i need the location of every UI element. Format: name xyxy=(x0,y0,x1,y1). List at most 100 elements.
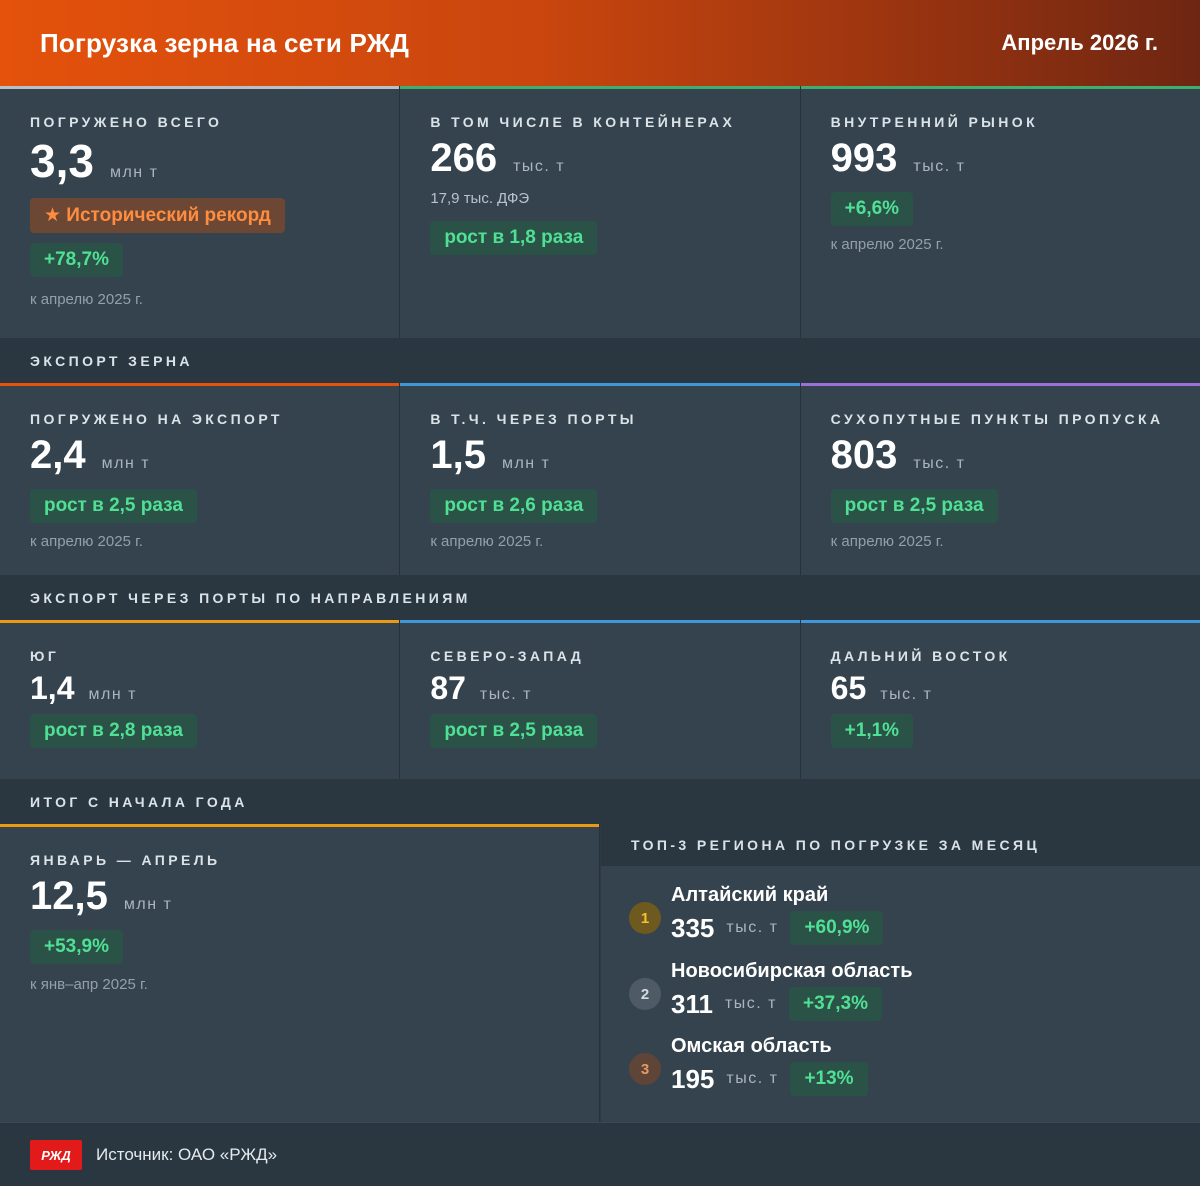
section-label: ТОП-3 РЕГИОНА ПО ПОГРУЗКЕ ЗА МЕСЯЦ xyxy=(631,837,1041,853)
card-value: 2,4 xyxy=(30,433,86,477)
card-far-east: ДАЛЬНИЙ ВОСТОК 65 тыс. т +1,1% xyxy=(800,620,1200,779)
card-value: 1,4 xyxy=(30,670,75,706)
rank-badge: 2 xyxy=(629,978,661,1010)
value-line: 993 тыс. т xyxy=(831,138,1170,178)
region-item: 2 Новосибирская область 311 тыс. т +37,3… xyxy=(629,960,913,1021)
card-unit: тыс. т xyxy=(513,158,566,175)
section-label: ЭКСПОРТ ЧЕРЕЗ ПОРТЫ ПО НАПРАВЛЕНИЯМ xyxy=(30,589,471,606)
rank-badge: 3 xyxy=(629,1053,661,1085)
card-value: 1,5 xyxy=(430,433,486,477)
compare-note: к апрелю 2025 г. xyxy=(30,291,143,308)
card-containers: В ТОМ ЧИСЛЕ В КОНТЕЙНЕРАХ 266 тыс. т 17,… xyxy=(400,86,801,338)
top3-header: ТОП-3 РЕГИОНА ПО ПОГРУЗКЕ ЗА МЕСЯЦ xyxy=(601,824,1200,866)
summary-row: ПОГРУЖЕНО ВСЕГО 3,3 млн т ★ Исторический… xyxy=(0,86,1200,338)
region-unit: тыс. т xyxy=(726,1070,779,1087)
change-badge: рост в 2,6 раза xyxy=(430,489,598,523)
change-badge: +6,6% xyxy=(830,192,914,226)
section-ytd: ИТОГ С НАЧАЛА ГОДА xyxy=(0,779,1200,824)
ports-row: ЮГ 1,4 млн т рост в 2,8 раза СЕВЕРО-ЗАПА… xyxy=(0,620,1200,779)
card-unit: млн т xyxy=(501,455,551,472)
card-land-crossings: СУХОПУТНЫЕ ПУНКТЫ ПРОПУСКА 803 тыс. т ро… xyxy=(800,383,1200,575)
value-line: 2,4 млн т xyxy=(30,435,369,475)
value-line: 803 тыс. т xyxy=(831,435,1170,475)
card-south: ЮГ 1,4 млн т рост в 2,8 раза xyxy=(0,620,401,779)
card-label: В Т.Ч. ЧЕРЕЗ ПОРТЫ xyxy=(430,411,637,427)
report-date: Апрель 2026 г. xyxy=(1001,30,1158,55)
card-unit: млн т xyxy=(109,164,159,181)
change-badge: рост в 2,5 раза xyxy=(430,714,598,748)
card-domestic-market: ВНУТРЕННИЙ РЫНОК 993 тыс. т +6,6% к апре… xyxy=(800,86,1200,338)
card-label: ЯНВАРЬ — АПРЕЛЬ xyxy=(30,852,221,868)
page-title: Погрузка зерна на сети РЖД xyxy=(40,27,410,58)
card-value: 12,5 xyxy=(30,874,108,918)
card-export-loaded: ПОГРУЖЕНО НА ЭКСПОРТ 2,4 млн т рост в 2,… xyxy=(0,383,401,575)
compare-note: к янв–апр 2025 г. xyxy=(30,976,148,993)
svg-text:РЖД: РЖД xyxy=(41,1148,71,1163)
change-badge: +53,9% xyxy=(30,930,123,964)
card-unit: млн т xyxy=(123,896,173,913)
source-credit: Источник: ОАО «РЖД» xyxy=(96,1144,278,1164)
card-unit: тыс. т xyxy=(913,158,966,175)
compare-note: к апрелю 2025 г. xyxy=(830,533,944,550)
region-item: 1 Алтайский край 335 тыс. т +60,9% xyxy=(629,884,884,945)
header-bar: Погрузка зерна на сети РЖД Апрель 2026 г… xyxy=(0,0,1200,86)
change-badge: +37,3% xyxy=(789,987,882,1021)
card-label: СУХОПУТНЫЕ ПУНКТЫ ПРОПУСКА xyxy=(830,411,1164,427)
value-line: 65 тыс. т xyxy=(831,672,1170,704)
footer: РЖД Источник: ОАО «РЖД» xyxy=(0,1122,1200,1186)
card-label: СЕВЕРО-ЗАПАД xyxy=(430,648,585,664)
card-total-loaded: ПОГРУЖЕНО ВСЕГО 3,3 млн т ★ Исторический… xyxy=(0,86,401,338)
region-unit: тыс. т xyxy=(724,995,777,1012)
region-value: 195 xyxy=(671,1063,715,1094)
card-north-west: СЕВЕРО-ЗАПАД 87 тыс. т рост в 2,5 раза xyxy=(400,620,801,779)
rzd-logo: РЖД xyxy=(30,1139,82,1170)
region-name: Алтайский край xyxy=(671,884,829,906)
record-badge: ★ Исторический рекорд xyxy=(30,198,285,233)
rzd-logo-mark: РЖД xyxy=(41,1148,71,1163)
change-badge: рост в 1,8 раза xyxy=(430,221,598,255)
change-badge: +78,7% xyxy=(30,243,123,277)
change-badge: рост в 2,5 раза xyxy=(830,489,998,523)
export-row: ПОГРУЖЕНО НА ЭКСПОРТ 2,4 млн т рост в 2,… xyxy=(0,383,1200,575)
card-label: ПОГРУЖЕНО НА ЭКСПОРТ xyxy=(30,411,283,427)
rank-badge: 1 xyxy=(629,902,661,934)
compare-note: к апрелю 2025 г. xyxy=(30,533,143,550)
section-export: ЭКСПОРТ ЗЕРНА xyxy=(0,338,1200,383)
card-label: ДАЛЬНИЙ ВОСТОК xyxy=(830,648,1011,664)
card-label: ПОГРУЖЕНО ВСЕГО xyxy=(30,114,223,130)
change-badge: +1,1% xyxy=(830,714,914,748)
change-badge: рост в 2,8 раза xyxy=(30,714,197,748)
region-value: 311 xyxy=(671,988,713,1019)
region-value-line: 335 тыс. т +60,9% xyxy=(671,911,884,945)
region-value: 335 xyxy=(671,912,715,943)
region-name: Омская область xyxy=(671,1035,832,1057)
card-label: ЮГ xyxy=(30,648,60,664)
region-name: Новосибирская область xyxy=(671,960,913,982)
section-ports-directions: ЭКСПОРТ ЧЕРЕЗ ПОРТЫ ПО НАПРАВЛЕНИЯМ xyxy=(0,575,1200,620)
card-value: 266 xyxy=(430,136,498,180)
card-value: 87 xyxy=(430,670,466,706)
card-value: 65 xyxy=(830,670,867,706)
region-unit: тыс. т xyxy=(726,919,779,936)
card-label: В ТОМ ЧИСЛЕ В КОНТЕЙНЕРАХ xyxy=(430,114,736,130)
value-line: 1,5 млн т xyxy=(430,435,769,475)
card-label: ВНУТРЕННИЙ РЫНОК xyxy=(830,114,1039,130)
card-unit: млн т xyxy=(88,686,137,703)
card-unit: тыс. т xyxy=(880,686,933,703)
card-via-ports: В Т.Ч. ЧЕРЕЗ ПОРТЫ 1,5 млн т рост в 2,6 … xyxy=(400,383,801,575)
region-value-line: 311 тыс. т +37,3% xyxy=(671,987,913,1021)
card-unit: тыс. т xyxy=(479,686,532,703)
change-badge: +60,9% xyxy=(790,911,884,945)
change-badge: рост в 2,5 раза xyxy=(30,489,197,523)
compare-note: к апрелю 2025 г. xyxy=(830,236,944,253)
card-unit: млн т xyxy=(101,455,151,472)
top3-regions-panel: ТОП-3 РЕГИОНА ПО ПОГРУЗКЕ ЗА МЕСЯЦ 1 Алт… xyxy=(601,824,1200,1122)
value-line: 1,4 млн т xyxy=(30,672,369,704)
card-value: 3,3 xyxy=(30,135,94,187)
value-line: 87 тыс. т xyxy=(430,672,769,704)
card-ytd: ЯНВАРЬ — АПРЕЛЬ 12,5 млн т +53,9% к янв–… xyxy=(0,824,600,1122)
teu-note: 17,9 тыс. ДФЭ xyxy=(430,190,530,207)
section-label: ЭКСПОРТ ЗЕРНА xyxy=(30,352,193,369)
region-item: 3 Омская область 195 тыс. т +13% xyxy=(629,1035,868,1096)
